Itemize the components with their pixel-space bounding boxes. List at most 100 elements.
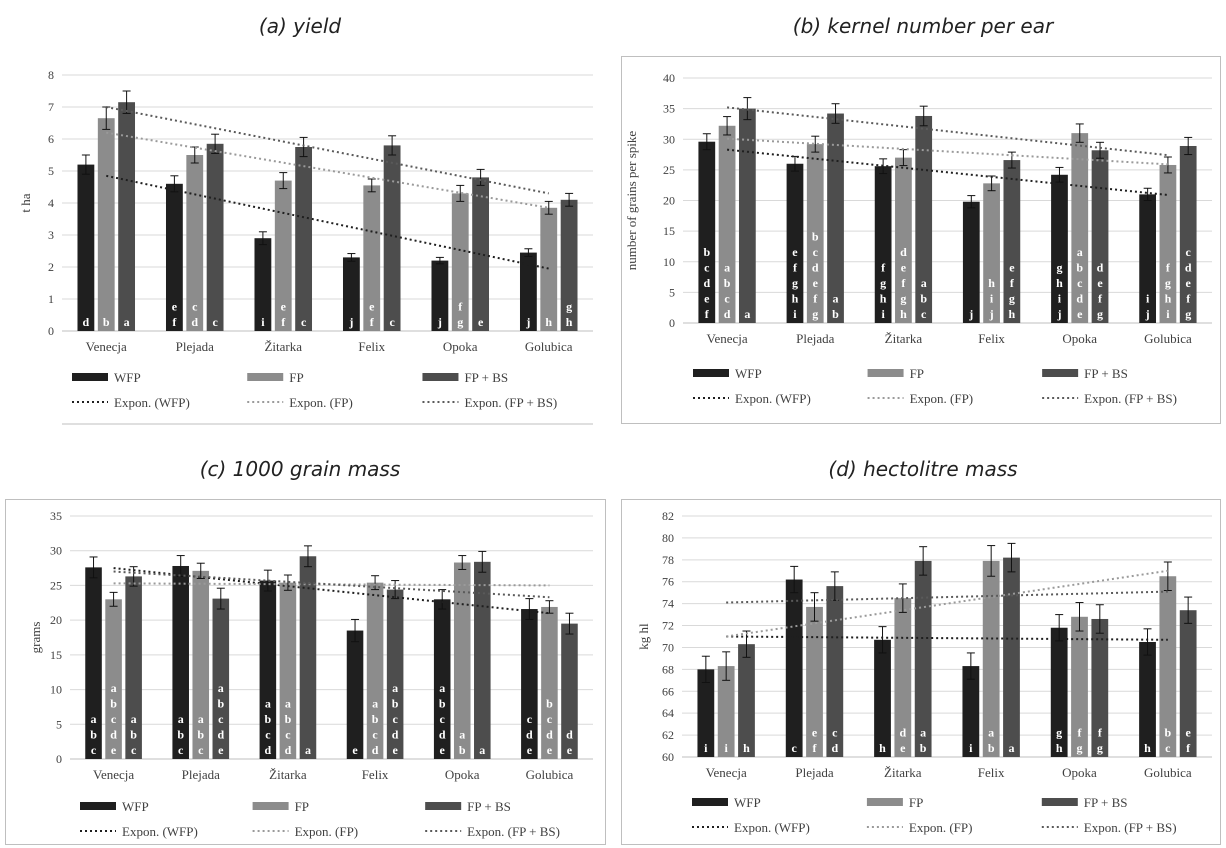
legend-trend-label: Expon. (FP + BS) — [1084, 820, 1177, 835]
significance-letter: h — [545, 315, 552, 329]
bar — [363, 185, 381, 331]
significance-letter: b — [110, 697, 117, 711]
significance-letter: b — [90, 728, 97, 742]
significance-letter: d — [724, 307, 731, 321]
y-tick-label: 5 — [48, 164, 54, 178]
bar — [366, 582, 384, 759]
significance-letter: f — [1010, 276, 1015, 290]
significance-letter: a — [131, 712, 137, 726]
trendline — [106, 106, 549, 195]
significance-letter: f — [705, 307, 710, 321]
legend-label: WFP — [114, 370, 141, 385]
significance-letter: c — [178, 743, 184, 757]
y-tick-label: 82 — [662, 509, 674, 523]
bar — [346, 630, 364, 759]
significance-letter: i — [724, 741, 728, 755]
bar — [717, 666, 735, 757]
y-tick-label: 60 — [662, 750, 674, 764]
legend-label: FP + BS — [464, 370, 508, 385]
legend-swatch — [425, 802, 462, 810]
bar — [1051, 174, 1068, 323]
significance-letter: e — [1185, 726, 1191, 740]
x-tick-label: Opoka — [443, 339, 478, 354]
y-tick-label: 10 — [50, 683, 62, 697]
significance-letter: g — [1056, 726, 1062, 740]
legend-swatch — [422, 373, 459, 381]
y-axis-label: kg hl — [636, 623, 651, 650]
bar — [186, 155, 204, 331]
significance-letter: h — [900, 307, 907, 321]
significance-letter: g — [880, 276, 886, 290]
legend-swatch — [247, 373, 284, 381]
x-tick-label: Golubica — [1144, 765, 1192, 780]
significance-letter: h — [879, 741, 886, 755]
significance-letter: e — [704, 292, 710, 306]
bar — [914, 560, 932, 757]
trendline — [113, 567, 550, 615]
y-tick-label: 7 — [48, 100, 54, 114]
legend-label: WFP — [122, 799, 149, 814]
legend-swatch — [1042, 369, 1079, 377]
significance-letter: g — [566, 300, 572, 314]
significance-letter: e — [813, 276, 819, 290]
significance-letter: g — [1077, 741, 1083, 755]
significance-letter: a — [111, 681, 117, 695]
significance-letter: d — [372, 743, 379, 757]
bar — [85, 567, 102, 759]
significance-letter: g — [1185, 307, 1191, 321]
legend-label: FP — [289, 370, 303, 385]
significance-letter: i — [969, 741, 973, 755]
significance-letter: b — [392, 697, 399, 711]
bar — [519, 252, 537, 331]
significance-letter: a — [439, 681, 445, 695]
y-axis-label: number of grains per spike — [624, 131, 639, 271]
significance-letter: a — [833, 292, 839, 306]
significance-letter: c — [1165, 741, 1171, 755]
y-tick-label: 30 — [50, 544, 62, 558]
significance-letter: d — [1076, 292, 1083, 306]
legend-trend-label: Expon. (FP + BS) — [1084, 391, 1177, 406]
bar — [1179, 610, 1197, 757]
significance-letter: e — [369, 300, 375, 314]
significance-letter: i — [704, 741, 708, 755]
significance-letter: d — [265, 743, 272, 757]
bar — [738, 644, 755, 757]
bar — [915, 115, 933, 323]
significance-letter: f — [172, 315, 177, 329]
significance-letter: b — [130, 728, 137, 742]
y-tick-label: 76 — [662, 575, 674, 589]
significance-letter: h — [1009, 307, 1016, 321]
significance-letter: f — [1166, 261, 1171, 275]
significance-letter: f — [1098, 292, 1103, 306]
significance-letter: c — [218, 712, 224, 726]
bar — [206, 143, 224, 331]
significance-letter: j — [968, 307, 973, 321]
significance-letter: a — [91, 712, 97, 726]
bar — [540, 207, 558, 331]
significance-letter: b — [177, 728, 184, 742]
x-tick-label: Plejada — [182, 767, 220, 782]
y-tick-label: 0 — [669, 316, 675, 330]
y-tick-label: 5 — [669, 285, 675, 299]
significance-letter: f — [370, 315, 375, 329]
panel-frame-d — [621, 499, 1221, 845]
significance-letter: j — [1056, 307, 1061, 321]
significance-letter: e — [218, 743, 224, 757]
significance-letter: b — [832, 307, 839, 321]
y-tick-label: 30 — [663, 132, 675, 146]
y-tick-label: 66 — [662, 684, 674, 698]
significance-letter: f — [281, 315, 286, 329]
significance-letter: i — [1166, 307, 1170, 321]
significance-letter: c — [1077, 276, 1083, 290]
significance-letter: a — [124, 315, 130, 329]
bar — [1179, 145, 1197, 323]
significance-letter: c — [1186, 245, 1192, 259]
x-tick-label: Venecja — [86, 339, 127, 354]
bar — [1050, 627, 1068, 757]
bar — [1159, 576, 1177, 757]
bar — [560, 199, 578, 331]
y-tick-label: 68 — [662, 662, 674, 676]
legend-swatch — [72, 373, 108, 381]
bar — [521, 609, 538, 759]
